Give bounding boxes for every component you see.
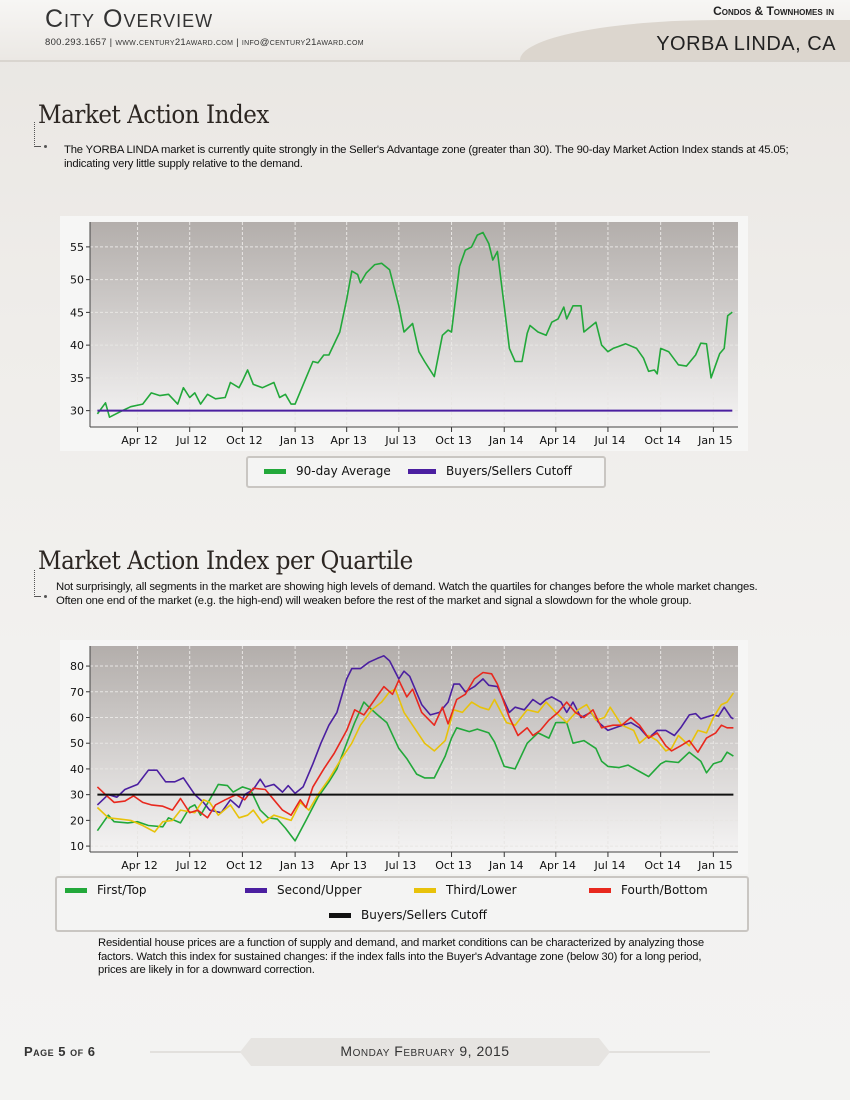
legend-swatch [245, 887, 267, 893]
x-tick-label: Oct 12 [226, 859, 263, 872]
x-tick-label: Jul 13 [384, 434, 416, 447]
bullet-decoration [44, 595, 47, 598]
y-tick-label: 30 [70, 405, 84, 418]
plot-area [90, 222, 738, 427]
chart2-legend: First/Top Second/Upper Third/Lower Fourt… [55, 876, 749, 932]
plot-area [90, 646, 738, 852]
footer-date-ribbon [240, 1038, 610, 1066]
legend-item-fourth-bottom: Fourth/Bottom [589, 883, 708, 897]
y-tick-label: 80 [70, 660, 84, 673]
legend-item-90-day-average: 90-day Average [264, 464, 391, 478]
legend-swatch [414, 887, 436, 893]
legend-swatch [329, 912, 351, 918]
legend-label: Buyers/Sellers Cutoff [361, 908, 487, 922]
legend-label: Second/Upper [277, 883, 362, 897]
x-tick-label: Jan 13 [279, 859, 314, 872]
y-tick-label: 55 [70, 241, 84, 254]
x-tick-label: Jul 12 [175, 434, 207, 447]
quartile-chart: 10 20 30 40 50 60 70 80 Apr 12 Jul 12 Oct 12 Jan 13… [60, 640, 748, 874]
y-tick-label: 40 [70, 339, 84, 352]
legend-label: 90-day Average [296, 464, 391, 478]
series-line-fourth-bottom [96, 671, 734, 819]
section-title-market-action-index: Market Action Index [38, 100, 269, 129]
city-name: YORBA LINDA, CA [656, 33, 836, 55]
footer-divider [600, 1051, 710, 1053]
legend-label: Fourth/Bottom [621, 883, 708, 897]
x-tick-label: Apr 12 [121, 434, 158, 447]
x-tick-label: Jul 13 [384, 859, 416, 872]
x-tick-label: Apr 14 [540, 859, 577, 872]
x-tick-label: Jan 15 [697, 859, 732, 872]
y-tick-label: 50 [70, 737, 84, 750]
x-tick-label: Jul 12 [175, 859, 207, 872]
report-title: City Overview [45, 5, 214, 33]
legend-swatch [65, 887, 87, 893]
legend-swatch [408, 468, 436, 474]
footnote: Residential house prices are a function … [98, 937, 704, 976]
legend-swatch [264, 468, 286, 474]
y-tick-label: 30 [70, 789, 84, 802]
y-tick-label: 70 [70, 686, 84, 699]
chart1-legend: 90-day Average Buyers/Sellers Cutoff [246, 456, 606, 488]
x-tick-label: Jul 14 [594, 434, 626, 447]
section2-description: Not surprisingly, all segments in the ma… [56, 581, 758, 607]
x-tick-label: Jul 14 [594, 859, 626, 872]
y-tick-label: 40 [70, 763, 84, 776]
bracket-decoration [34, 570, 41, 597]
legend-item-first-top: First/Top [65, 883, 147, 897]
x-tick-label: Oct 14 [644, 434, 681, 447]
market-action-index-chart: 30 35 40 45 50 55 Apr 12 Jul 12 Oct 12 Jan 13 Apr … [60, 216, 748, 451]
x-tick-label: Jan 13 [279, 434, 314, 447]
x-tick-label: Jan 14 [488, 859, 523, 872]
legend-label: Buyers/Sellers Cutoff [446, 464, 572, 478]
bullet-decoration [44, 145, 47, 148]
x-tick-label: Apr 14 [540, 434, 577, 447]
report-date: Monday February 9, 2015 [340, 1043, 510, 1059]
legend-item-cutoff: Buyers/Sellers Cutoff [329, 908, 487, 922]
y-tick-label: 50 [70, 274, 84, 287]
series-line-90-day-average [96, 231, 733, 418]
property-type: Condos & Townhomes in [713, 4, 834, 18]
x-tick-label: Apr 12 [121, 859, 158, 872]
legend-swatch [589, 887, 611, 893]
legend-label: Third/Lower [446, 883, 517, 897]
y-tick-label: 35 [70, 372, 84, 385]
footer-divider [150, 1051, 250, 1053]
page-number: Page 5 of 6 [24, 1044, 96, 1059]
x-tick-label: Apr 13 [330, 434, 367, 447]
y-tick-label: 10 [70, 840, 84, 853]
contact-line: 800.293.1657 | www.century21award.com | … [45, 37, 364, 48]
legend-label: First/Top [97, 883, 147, 897]
legend-item-second-upper: Second/Upper [245, 883, 362, 897]
x-tick-label: Oct 12 [226, 434, 263, 447]
bracket-decoration [34, 122, 41, 147]
y-tick-label: 60 [70, 711, 84, 724]
x-tick-label: Jan 15 [697, 434, 732, 447]
legend-item-third-lower: Third/Lower [414, 883, 517, 897]
legend-item-cutoff: Buyers/Sellers Cutoff [408, 464, 572, 478]
page-header: City Overview 800.293.1657 | www.century… [0, 0, 850, 62]
x-tick-label: Oct 14 [644, 859, 681, 872]
x-tick-label: Oct 13 [435, 859, 472, 872]
x-tick-label: Oct 13 [435, 434, 472, 447]
y-tick-label: 45 [70, 306, 84, 319]
section1-description: The YORBA LINDA market is currently quit… [64, 144, 789, 170]
y-tick-label: 20 [70, 814, 84, 827]
section-title-quartile: Market Action Index per Quartile [38, 546, 413, 575]
x-tick-label: Apr 13 [330, 859, 367, 872]
x-tick-label: Jan 14 [488, 434, 523, 447]
